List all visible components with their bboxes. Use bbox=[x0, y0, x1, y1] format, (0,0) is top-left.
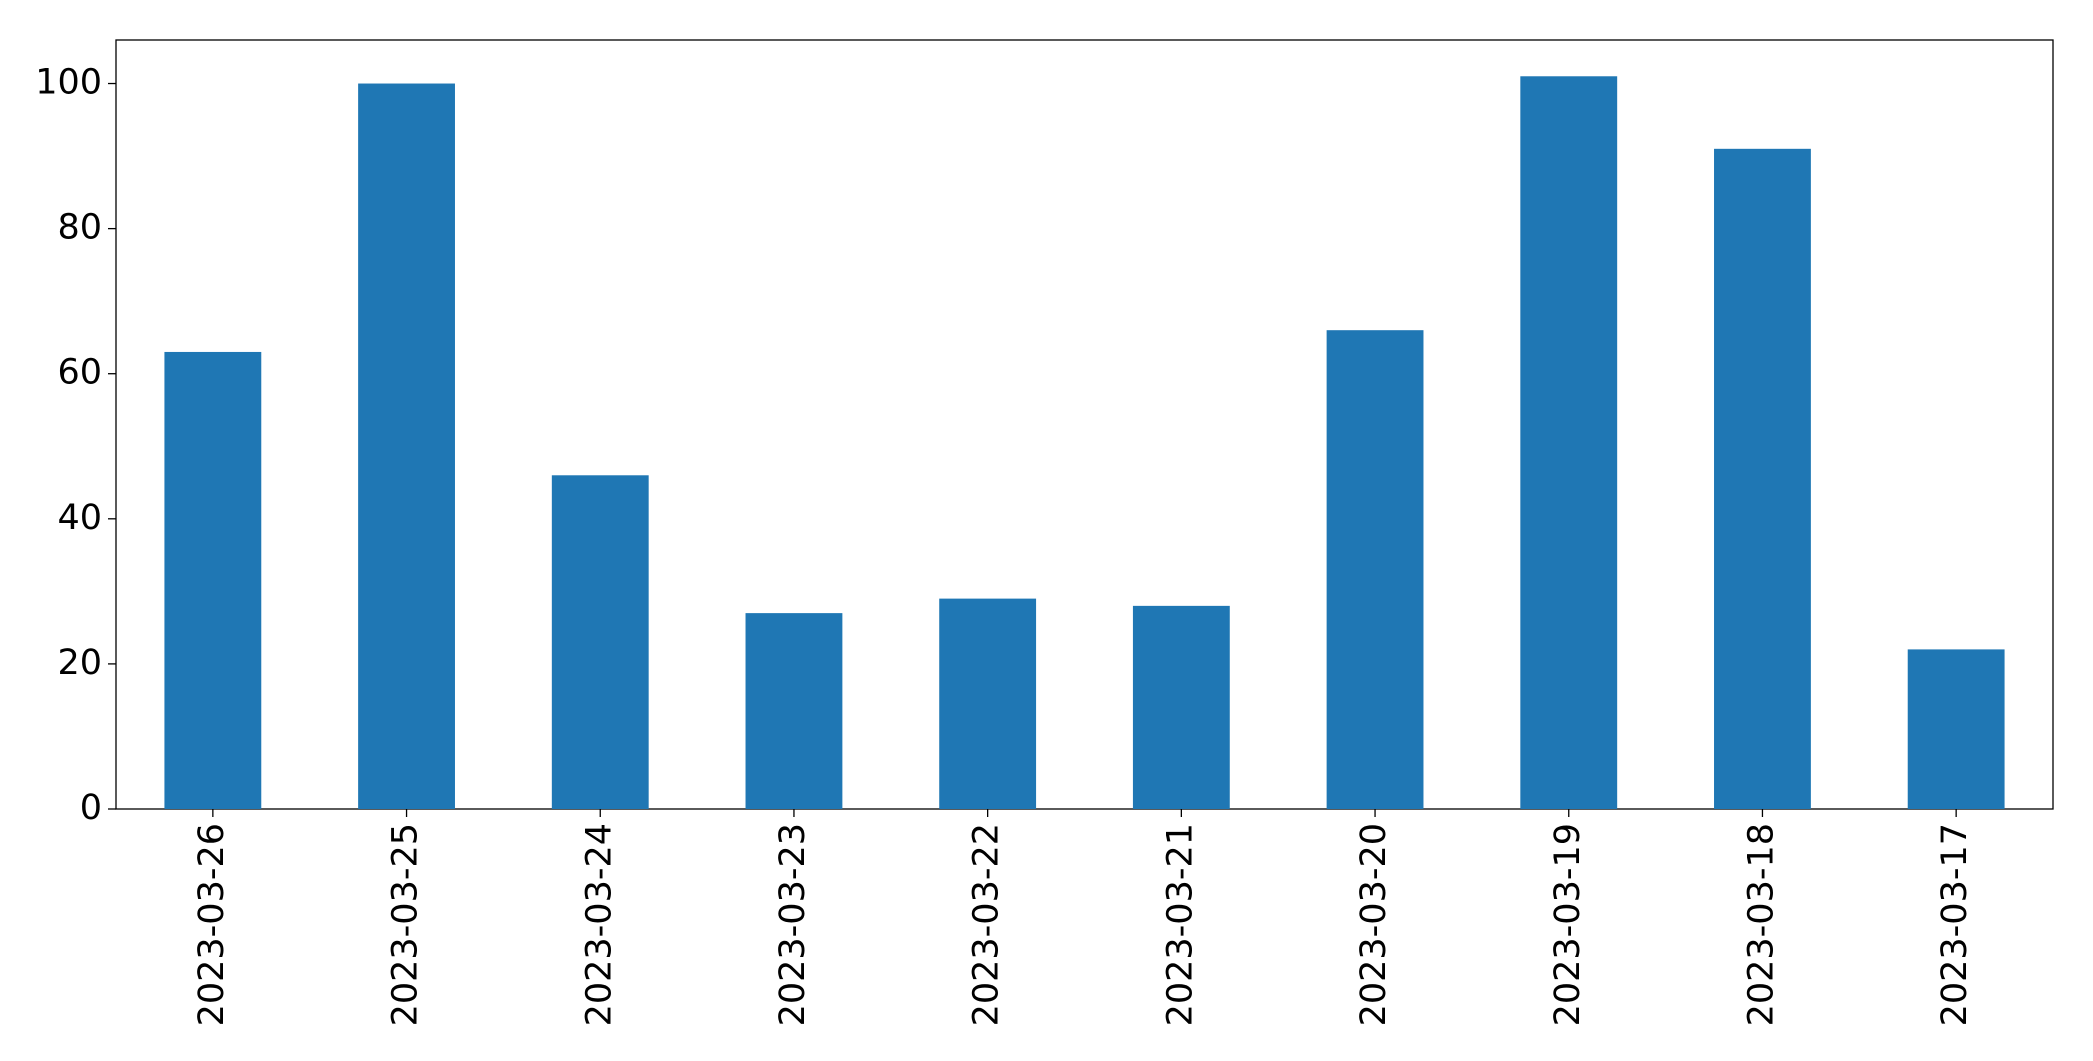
y-tick-label: 60 bbox=[57, 353, 102, 393]
bar bbox=[1132, 605, 1230, 809]
y-tick-label: 100 bbox=[35, 63, 102, 103]
bar bbox=[1714, 148, 1811, 810]
x-tick-label: 2023-03-19 bbox=[1548, 823, 1588, 1026]
y-tick-label: 80 bbox=[57, 208, 102, 248]
bar bbox=[1326, 330, 1424, 809]
bar bbox=[551, 475, 649, 809]
y-tick-label: 0 bbox=[80, 788, 102, 828]
x-tick-label: 2023-03-21 bbox=[1160, 823, 1200, 1026]
x-tick-label: 2023-03-23 bbox=[773, 823, 813, 1026]
x-tick-label: 2023-03-26 bbox=[192, 823, 232, 1026]
x-tick-label: 2023-03-18 bbox=[1741, 823, 1781, 1026]
bar bbox=[164, 351, 262, 809]
x-tick-label: 2023-03-24 bbox=[579, 823, 619, 1026]
x-tick-label: 2023-03-17 bbox=[1935, 823, 1975, 1026]
y-tick-label: 20 bbox=[57, 643, 102, 683]
plot-frame bbox=[115, 39, 2054, 810]
x-tick-label: 2023-03-20 bbox=[1354, 823, 1394, 1026]
y-tick-label: 40 bbox=[57, 498, 102, 538]
bar bbox=[745, 613, 843, 809]
x-tick-label: 2023-03-22 bbox=[967, 823, 1007, 1026]
bar bbox=[1907, 649, 2005, 809]
bar bbox=[358, 83, 455, 809]
x-tick-label: 2023-03-25 bbox=[386, 823, 426, 1026]
bar bbox=[1520, 76, 1618, 810]
bar bbox=[939, 598, 1037, 809]
